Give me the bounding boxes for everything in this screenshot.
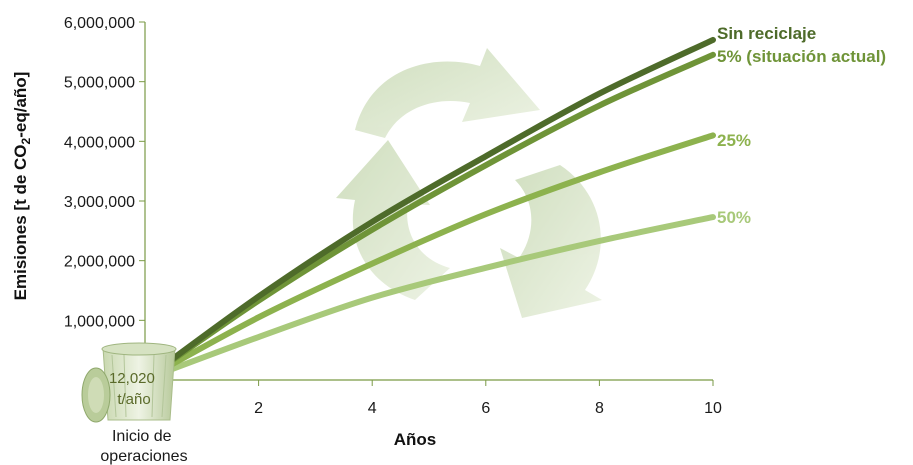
y-tick-label: 2,000,000 xyxy=(64,254,135,271)
series-label-3: 50% xyxy=(717,208,751,227)
start-value-label: 12,020 t/año xyxy=(109,370,159,408)
y-axis-title: Emisiones [t de CO2-eq/año] xyxy=(11,72,33,301)
series-label-0: Sin reciclaje xyxy=(717,24,816,43)
x-tick-label: 6 xyxy=(481,400,490,417)
y-tick-label: 1,000,000 xyxy=(64,313,135,330)
series-label-2: 25% xyxy=(717,131,751,150)
series-line-0 xyxy=(142,36,716,383)
y-tick-label: 3,000,000 xyxy=(64,194,135,211)
series-line-2 xyxy=(142,132,716,383)
x-tick-label: 2 xyxy=(254,400,263,417)
y-tick-label: 5,000,000 xyxy=(64,75,135,92)
series-label-1: 5% (situación actual) xyxy=(717,47,886,66)
x-axis-title: Años xyxy=(394,430,437,449)
x-tick-label: 10 xyxy=(704,400,722,417)
recycle-icon xyxy=(336,48,602,318)
y-tick-label: 4,000,000 xyxy=(64,134,135,151)
trash-bin-icon xyxy=(81,342,177,423)
x-tick-label: 4 xyxy=(368,400,377,417)
series-line-3 xyxy=(142,214,716,383)
series-line-1 xyxy=(142,51,716,383)
y-tick-label: 6,000,000 xyxy=(64,15,135,32)
x-tick-label: 8 xyxy=(595,400,604,417)
origin-label: Inicio de operaciones xyxy=(100,428,187,465)
